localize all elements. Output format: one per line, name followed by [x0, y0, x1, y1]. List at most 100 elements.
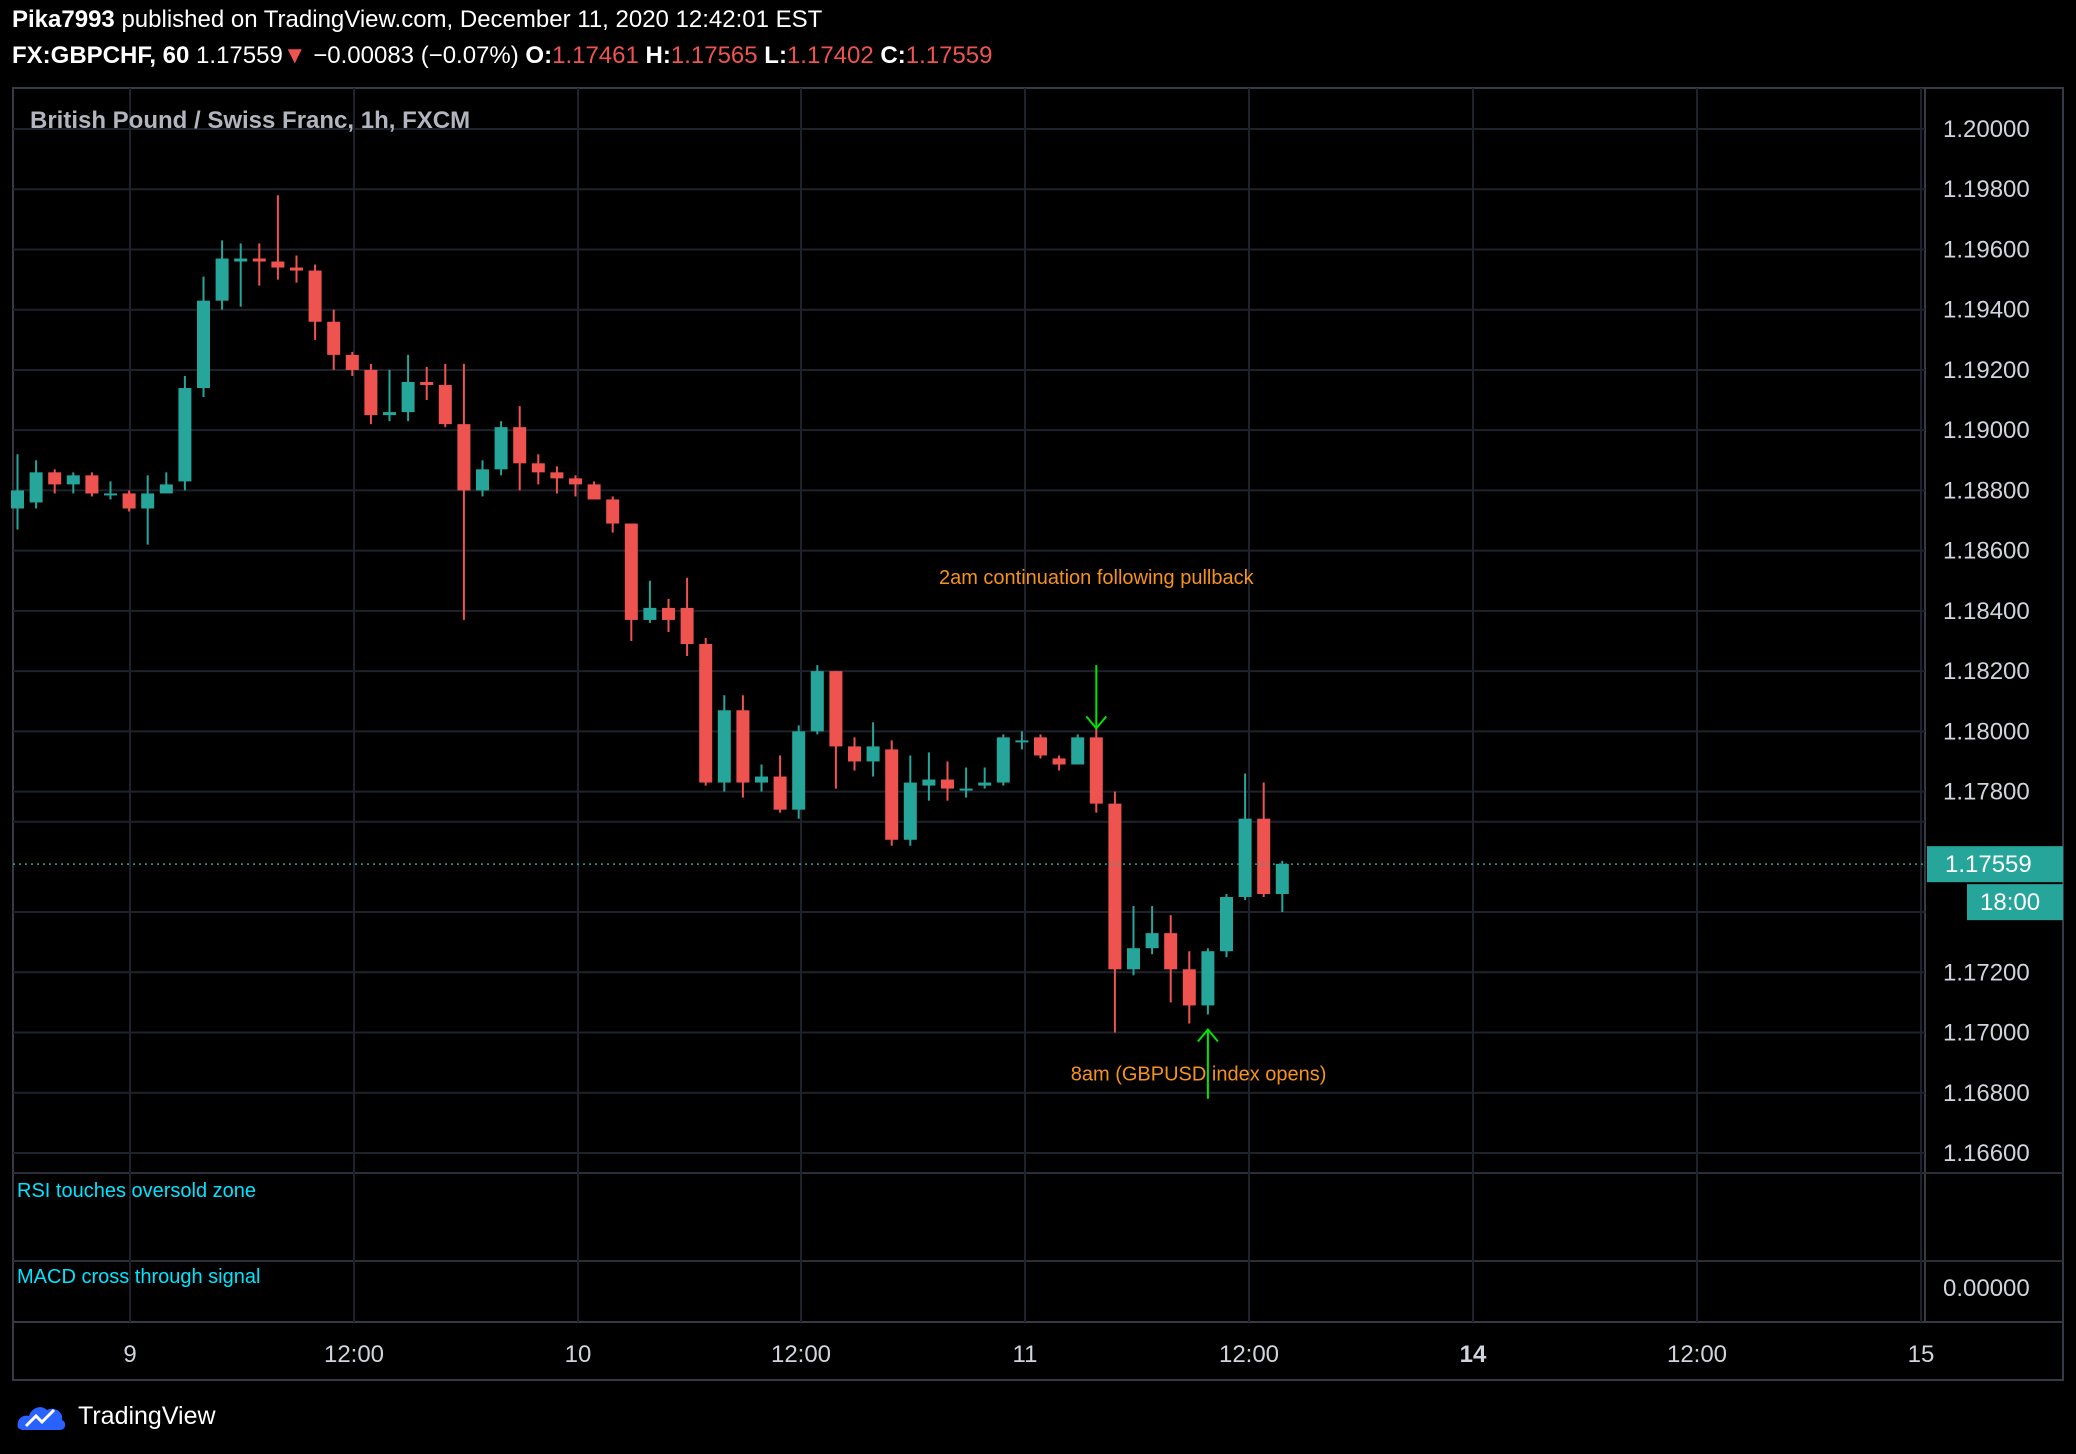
- candle-body: [438, 385, 452, 425]
- high-value: 1.17565: [670, 42, 758, 69]
- bar-countdown-label: 18:00: [1980, 889, 2040, 916]
- candle-body: [327, 321, 341, 355]
- price-tick-label: 1.18800: [1943, 477, 2030, 504]
- candle-body: [699, 644, 713, 783]
- candle-body: [457, 424, 471, 491]
- candle-body: [1052, 758, 1066, 765]
- arrow-head-icon: [1085, 715, 1108, 730]
- candle-body: [271, 261, 285, 268]
- grid-lines: [13, 88, 1925, 1322]
- last-price-label: 1.17559: [1945, 851, 2032, 878]
- open-value: 1.17461: [552, 42, 639, 69]
- candle-body: [513, 427, 527, 464]
- candle-body: [178, 388, 192, 482]
- candle-body: [1108, 803, 1122, 970]
- author-name[interactable]: Pika7993: [12, 6, 115, 33]
- price-tick-label: 1.16800: [1943, 1080, 2030, 1107]
- candle-body: [401, 381, 415, 413]
- price-axis[interactable]: 1.20000 1.19800 1.19600 1.19400 1.19200 1.190…: [1927, 116, 2063, 1302]
- publish-info: Pika7993 published on TradingView.com, D…: [12, 6, 822, 34]
- candle-body: [624, 523, 638, 620]
- candle-body: [1275, 863, 1289, 894]
- candle-body: [736, 710, 750, 783]
- candle-body: [717, 710, 731, 783]
- time-axis[interactable]: 9 12:00 10 12:00 11 12:00 14 12:00 15: [123, 1341, 1934, 1368]
- candle-body: [848, 746, 861, 762]
- candle-body: [792, 731, 806, 810]
- tradingview-footer: TradingView: [14, 1398, 216, 1434]
- time-tick-label: 12:00: [771, 1341, 831, 1368]
- last-price: 1.17559: [196, 42, 283, 69]
- candle-body: [885, 749, 899, 840]
- candle-body: [1034, 737, 1047, 756]
- chart-annotations: 2am continuation following pullback 8am (…: [13, 567, 1925, 1288]
- time-tick-label: 14: [1460, 1341, 1487, 1368]
- tradingview-brand[interactable]: TradingView: [78, 1401, 216, 1430]
- low-value: 1.17402: [786, 42, 874, 69]
- annotation-text: 2am continuation following pullback: [939, 567, 1255, 589]
- candle-body: [531, 463, 545, 473]
- candle-body: [680, 607, 694, 645]
- open-label: O:: [525, 42, 553, 69]
- candle-body: [959, 788, 973, 791]
- arrow-head-icon: [1197, 1027, 1219, 1043]
- macd-tick-label: 0.00000: [1943, 1275, 2030, 1302]
- candle-body: [252, 258, 266, 262]
- price-tick-label: 1.17200: [1943, 959, 2030, 986]
- time-tick-label: 9: [123, 1341, 136, 1368]
- candle-body: [197, 300, 210, 389]
- price-tick-label: 1.19200: [1943, 357, 2030, 384]
- candle-body: [773, 776, 787, 810]
- time-tick-label: 15: [1908, 1341, 1935, 1368]
- price-chart[interactable]: 1.20000 1.19800 1.19600 1.19400 1.19200 1.190…: [0, 0, 2076, 1395]
- close-value: 1.17559: [905, 42, 993, 69]
- candle-body: [215, 258, 229, 301]
- tradingview-logo-icon: [17, 1407, 66, 1430]
- low-label: L:: [764, 42, 787, 69]
- candle-body: [1238, 818, 1252, 897]
- candle-body: [1145, 933, 1159, 949]
- rsi-pane-label: RSI touches oversold zone: [17, 1180, 256, 1202]
- time-tick-label: 12:00: [324, 1341, 384, 1368]
- candle-body: [922, 779, 936, 786]
- annotation-text: 8am (GBPUSD index opens): [1071, 1064, 1327, 1086]
- down-arrow-icon: ▼: [282, 42, 307, 69]
- price-tick-label: 1.19800: [1943, 176, 2030, 203]
- price-tick-label: 1.18400: [1943, 598, 2030, 625]
- candlestick-series: [11, 195, 1289, 1033]
- candle-body: [290, 267, 303, 271]
- candle-body: [48, 472, 62, 485]
- candle-body: [420, 381, 434, 385]
- bar-countdown-badge: [1967, 884, 2063, 921]
- price-tick-label: 1.16600: [1943, 1140, 2030, 1167]
- candle-body: [569, 478, 582, 485]
- macd-pane-label: MACD cross through signal: [17, 1266, 260, 1288]
- candle-body: [903, 782, 917, 840]
- symbol-name[interactable]: FX:GBPCHF, 60: [12, 42, 190, 69]
- price-tick-label: 1.19400: [1943, 297, 2030, 324]
- candle-body: [550, 472, 564, 479]
- chart-border: [12, 87, 2064, 1381]
- candle-body: [978, 782, 992, 786]
- candle-body: [996, 737, 1010, 783]
- candle-body: [941, 779, 954, 789]
- candle-body: [1164, 933, 1178, 970]
- close-label: C:: [880, 42, 906, 69]
- candle-body: [122, 493, 136, 509]
- candle-body: [1089, 737, 1103, 804]
- price-tick-label: 1.18600: [1943, 538, 2030, 565]
- high-label: H:: [645, 42, 671, 69]
- candle-body: [1220, 897, 1233, 952]
- candle-body: [755, 776, 768, 783]
- candle-body: [29, 472, 43, 503]
- price-tick-label: 1.17800: [1943, 779, 2030, 806]
- candle-body: [606, 499, 620, 524]
- candle-body: [383, 412, 396, 416]
- time-tick-label: 12:00: [1219, 1341, 1279, 1368]
- candle-body: [66, 475, 80, 485]
- candle-body: [85, 475, 99, 494]
- price-tick-label: 1.19000: [1943, 417, 2030, 444]
- price-tick-label: 1.18000: [1943, 718, 2030, 745]
- candle-body: [141, 493, 155, 509]
- candle-body: [1015, 740, 1029, 743]
